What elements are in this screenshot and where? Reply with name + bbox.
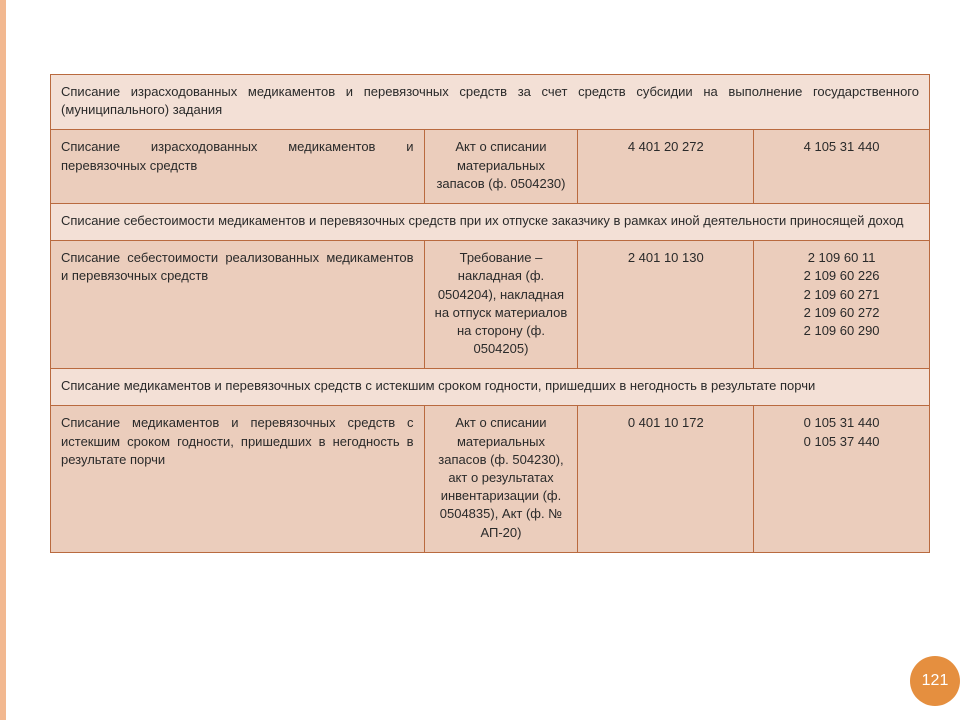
section-header: Списание израсходованных медикаментов и …: [51, 75, 930, 130]
section-header-text: Списание израсходованных медикаментов и …: [51, 75, 930, 130]
cell-account-credit: 0 105 31 4400 105 37 440: [754, 406, 930, 552]
page-number-badge: 121: [910, 656, 960, 706]
cell-description: Списание израсходованных медикаментов и …: [51, 130, 425, 204]
cell-document: Акт о списании материальных запасов (ф. …: [424, 130, 578, 204]
cell-document: Требование – накладная (ф. 0504204), нак…: [424, 241, 578, 369]
cell-document: Акт о списании материальных запасов (ф. …: [424, 406, 578, 552]
cell-account-debit: 0 401 10 172: [578, 406, 754, 552]
cell-account-credit: 4 105 31 440: [754, 130, 930, 204]
section-header: Списание себестоимости медикаментов и пе…: [51, 203, 930, 240]
accounting-table: Списание израсходованных медикаментов и …: [50, 74, 930, 553]
cell-description: Списание медикаментов и перевязочных сре…: [51, 406, 425, 552]
cell-account-credit: 2 109 60 112 109 60 2262 109 60 2712 109…: [754, 241, 930, 369]
slide-content: Списание израсходованных медикаментов и …: [50, 74, 930, 553]
section-header-text: Списание медикаментов и перевязочных сре…: [51, 369, 930, 406]
left-accent-bar: [0, 0, 6, 720]
page-number: 121: [922, 672, 949, 690]
cell-description: Списание себестоимости реализованных мед…: [51, 241, 425, 369]
table-row: Списание себестоимости реализованных мед…: [51, 241, 930, 369]
section-header-text: Списание себестоимости медикаментов и пе…: [51, 203, 930, 240]
table-row: Списание израсходованных медикаментов и …: [51, 130, 930, 204]
table-row: Списание медикаментов и перевязочных сре…: [51, 406, 930, 552]
cell-account-debit: 2 401 10 130: [578, 241, 754, 369]
cell-account-debit: 4 401 20 272: [578, 130, 754, 204]
section-header: Списание медикаментов и перевязочных сре…: [51, 369, 930, 406]
